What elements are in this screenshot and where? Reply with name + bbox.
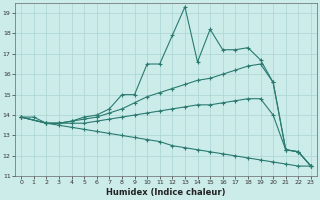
X-axis label: Humidex (Indice chaleur): Humidex (Indice chaleur) bbox=[106, 188, 226, 197]
